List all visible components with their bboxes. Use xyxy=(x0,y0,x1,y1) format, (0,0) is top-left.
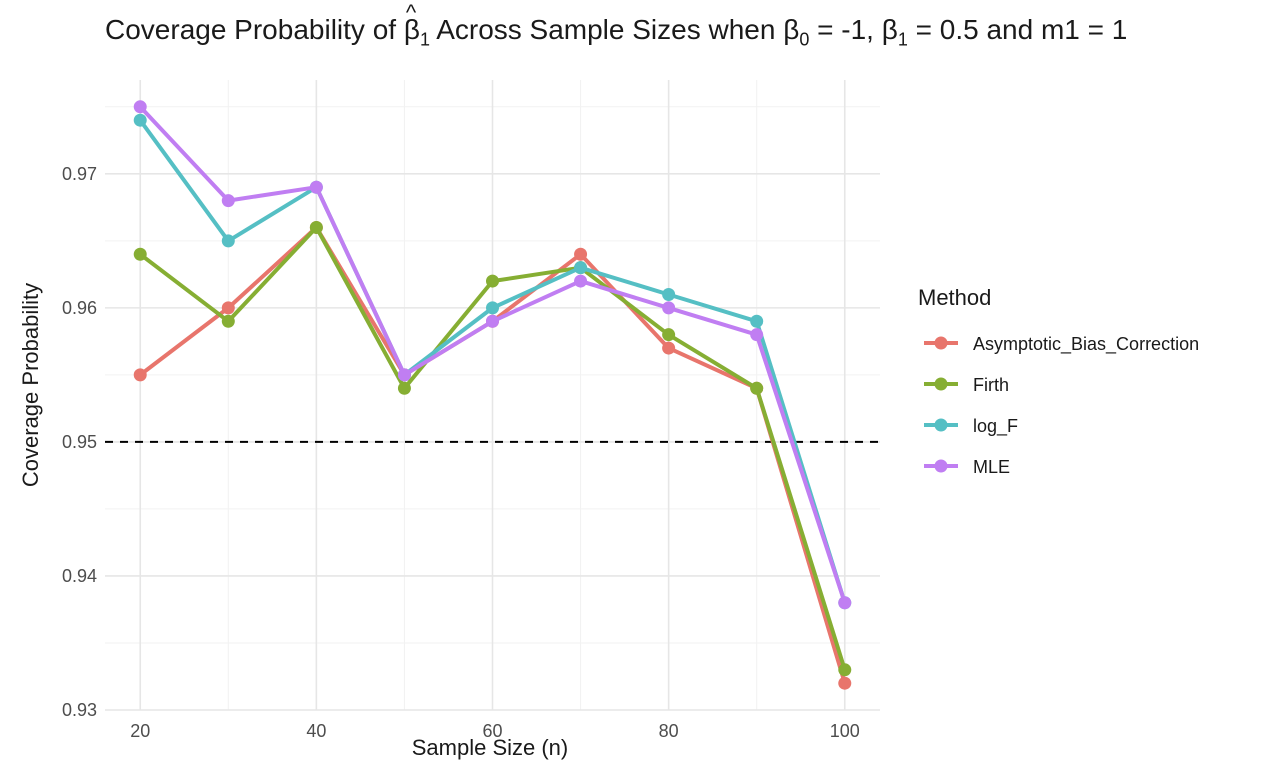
legend: Method Asymptotic_Bias_Correction Firth lo… xyxy=(918,285,1199,477)
x-axis-title: Sample Size (n) xyxy=(412,735,569,760)
series-group xyxy=(133,100,852,690)
data-point xyxy=(221,301,235,315)
x-tick-label: 80 xyxy=(659,721,679,741)
data-point xyxy=(750,314,764,328)
data-point xyxy=(486,301,499,315)
title-sub1b: 1 xyxy=(897,29,908,50)
y-tick-label: 0.93 xyxy=(62,700,97,720)
data-point xyxy=(838,663,852,677)
legend-label: Firth xyxy=(973,375,1009,395)
data-point xyxy=(574,247,588,261)
legend-key-point xyxy=(934,377,948,391)
legend-label: MLE xyxy=(973,457,1010,477)
data-point xyxy=(221,194,235,208)
tick-labels: 20 40 60 80 100 0.93 0.94 0.95 0.96 0.97 xyxy=(62,164,860,741)
y-tick-label: 0.95 xyxy=(62,432,97,452)
legend-key-point xyxy=(934,459,948,473)
x-tick-label: 60 xyxy=(482,721,502,741)
data-point xyxy=(838,676,852,690)
data-point xyxy=(133,100,147,114)
x-tick-label: 20 xyxy=(130,721,150,741)
title-sub0: 0 xyxy=(799,29,810,50)
data-point xyxy=(309,180,323,194)
title-beta0: β xyxy=(783,14,800,45)
data-point xyxy=(750,381,764,395)
series-mle xyxy=(133,100,852,610)
grid xyxy=(105,80,880,711)
data-point xyxy=(397,368,411,382)
y-tick-label: 0.94 xyxy=(62,566,97,586)
legend-title: Method xyxy=(918,285,991,310)
chart-title: Coverage Probability of β1 Across Sample… xyxy=(105,0,1128,51)
data-point xyxy=(309,220,323,234)
data-point xyxy=(750,328,764,342)
data-point xyxy=(662,328,676,342)
data-point xyxy=(133,368,147,382)
data-point xyxy=(486,314,499,328)
y-tick-label: 0.96 xyxy=(62,298,97,318)
legend-label: log_F xyxy=(973,416,1018,437)
legend-item: log_F xyxy=(924,416,1018,437)
data-point xyxy=(133,247,147,261)
data-point xyxy=(221,234,235,248)
data-point xyxy=(486,274,499,288)
legend-key-point xyxy=(934,336,948,350)
x-tick-label: 40 xyxy=(306,721,326,741)
title-eq0: = -1, xyxy=(809,14,882,45)
data-point xyxy=(397,381,411,395)
title-beta1: β xyxy=(881,14,898,45)
title-eq1: = 0.5 and m1 = 1 xyxy=(907,14,1128,45)
data-point xyxy=(574,261,588,275)
data-point xyxy=(133,113,147,127)
legend-item: Firth xyxy=(924,375,1009,395)
legend-item: Asymptotic_Bias_Correction xyxy=(924,334,1199,355)
title-middle: Across Sample Sizes when xyxy=(429,14,784,45)
x-tick-label: 100 xyxy=(830,721,860,741)
title-prefix: Coverage Probability of xyxy=(105,14,404,45)
legend-label: Asymptotic_Bias_Correction xyxy=(973,334,1199,355)
title-sub1: 1 xyxy=(419,29,430,50)
y-axis-title: Coverage Probability xyxy=(18,283,43,487)
legend-item: MLE xyxy=(924,457,1010,477)
data-point xyxy=(221,314,235,328)
data-point xyxy=(838,596,852,610)
data-point xyxy=(662,301,676,315)
data-point xyxy=(574,274,588,288)
data-point xyxy=(662,341,676,355)
y-tick-label: 0.97 xyxy=(62,164,97,184)
legend-key-point xyxy=(934,418,948,432)
title-beta-hat: β xyxy=(404,0,420,46)
data-point xyxy=(662,287,676,301)
